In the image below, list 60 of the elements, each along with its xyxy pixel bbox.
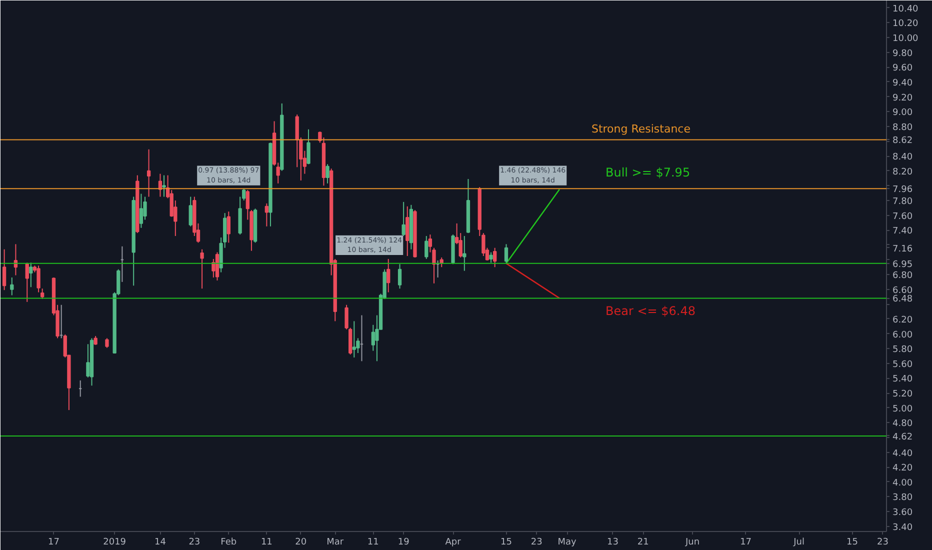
x-tick-label: 13 xyxy=(606,538,618,548)
x-tick-label: 21 xyxy=(637,538,649,548)
y-tick-label: 7.16 xyxy=(892,244,913,254)
ref-line-label: Strong Resistance xyxy=(591,122,691,136)
x-tick-label: 23 xyxy=(188,538,200,548)
y-tick-label: 6.95 xyxy=(892,260,913,270)
x-tick-label: Feb xyxy=(220,538,237,548)
y-tick-label: 4.40 xyxy=(892,448,913,459)
y-tick-label: 6.20 xyxy=(892,315,913,326)
x-tick-label: 23 xyxy=(876,538,888,548)
x-tick-label: Jun xyxy=(684,538,700,548)
x-tick-label: 11 xyxy=(367,538,379,548)
y-tick-label: 10.00 xyxy=(892,34,919,44)
y-tick-label: 7.60 xyxy=(892,212,913,222)
x-tick-label: May xyxy=(558,538,578,548)
y-tick-label: 5.40 xyxy=(892,374,913,385)
x-tick-label: 15 xyxy=(500,538,512,548)
y-tick-label: 9.80 xyxy=(892,48,913,59)
y-tick-label: 10.40 xyxy=(892,4,919,14)
y-tick-label: 8.40 xyxy=(892,152,913,163)
y-tick-label: 6.60 xyxy=(892,286,913,296)
y-tick-label: 4.00 xyxy=(892,478,913,488)
x-tick-label: Mar xyxy=(326,538,344,548)
y-tick-label: 7.96 xyxy=(892,185,913,196)
y-tick-label: 4.20 xyxy=(892,464,913,474)
y-tick-label: 9.40 xyxy=(892,78,913,88)
y-tick-label: 3.60 xyxy=(892,508,913,518)
y-tick-label: 5.80 xyxy=(892,345,913,356)
x-tick-label: 14 xyxy=(154,538,166,548)
x-tick-label: 19 xyxy=(398,538,410,548)
y-tick-label: 10.20 xyxy=(892,19,919,30)
x-tick-label: 23 xyxy=(530,538,542,548)
y-tick-label: 8.62 xyxy=(892,136,913,146)
annotation: Bull >= $7.95 xyxy=(605,165,690,180)
y-tick-label: 7.40 xyxy=(892,226,913,237)
y-tick-label: 9.60 xyxy=(892,64,913,74)
y-tick-label: 6.80 xyxy=(892,271,913,282)
y-tick-label: 8.20 xyxy=(892,167,913,178)
y-tick-label: 9.20 xyxy=(892,93,913,104)
x-tick-label: 11 xyxy=(260,538,272,548)
y-tick-label: 9.00 xyxy=(892,108,913,118)
x-tick-label: Apr xyxy=(445,538,462,548)
y-tick-label: 5.00 xyxy=(892,404,913,414)
y-tick-label: 5.60 xyxy=(892,360,913,370)
x-tick-label: 15 xyxy=(846,538,858,548)
y-tick-label: 6.48 xyxy=(892,294,913,305)
y-tick-label: 4.80 xyxy=(892,419,913,430)
y-tick-label: 6.00 xyxy=(892,330,913,340)
x-tick-label: Jul xyxy=(792,538,804,548)
y-tick-label: 4.62 xyxy=(892,432,913,442)
x-tick-label: 17 xyxy=(740,538,752,548)
x-tick-label: 2019 xyxy=(103,538,126,548)
x-tick-label: 17 xyxy=(48,538,60,548)
x-tick-label: 20 xyxy=(295,538,307,548)
y-tick-label: 7.80 xyxy=(892,196,913,207)
y-tick-label: 5.20 xyxy=(892,390,913,400)
y-tick-label: 3.40 xyxy=(892,522,913,533)
y-tick-label: 3.80 xyxy=(892,493,913,504)
annotation: Bear <= $6.48 xyxy=(605,304,696,318)
y-tick-label: 8.80 xyxy=(892,122,913,133)
